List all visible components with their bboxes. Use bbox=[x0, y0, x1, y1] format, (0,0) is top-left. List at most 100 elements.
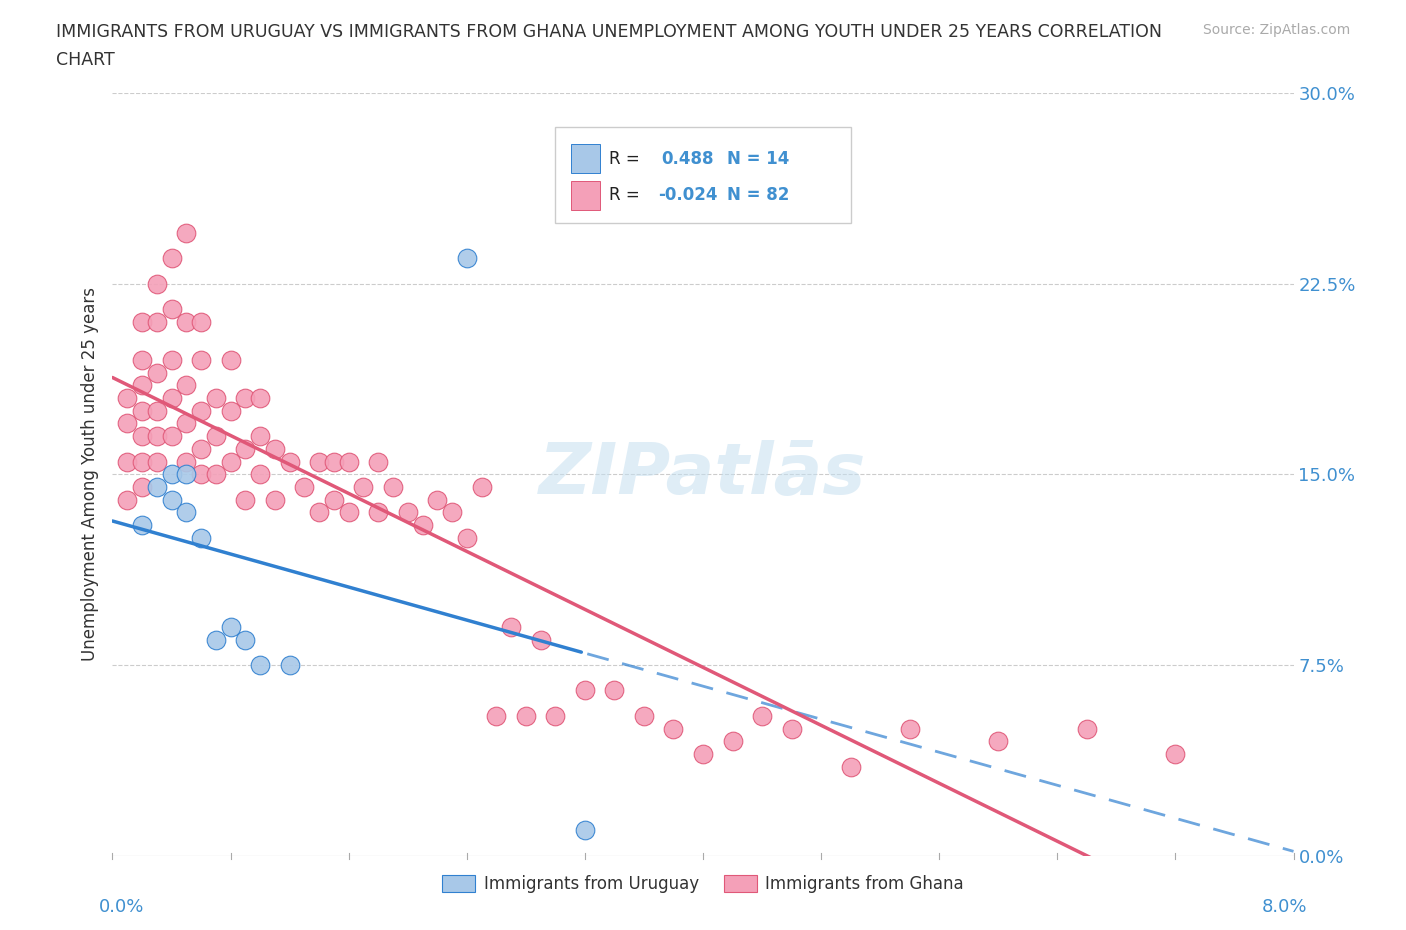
Point bbox=[160, 251, 183, 266]
Text: R =: R = bbox=[609, 186, 640, 205]
Point bbox=[308, 454, 330, 469]
Point bbox=[692, 747, 714, 762]
Point bbox=[471, 480, 494, 495]
Point bbox=[190, 467, 212, 482]
Point bbox=[131, 518, 153, 533]
Point bbox=[190, 442, 212, 457]
Point bbox=[544, 709, 567, 724]
Point bbox=[249, 391, 271, 405]
Point bbox=[264, 442, 287, 457]
Point bbox=[174, 314, 197, 329]
Point bbox=[233, 391, 256, 405]
Text: N = 14: N = 14 bbox=[727, 150, 789, 167]
Text: IMMIGRANTS FROM URUGUAY VS IMMIGRANTS FROM GHANA UNEMPLOYMENT AMONG YOUTH UNDER : IMMIGRANTS FROM URUGUAY VS IMMIGRANTS FR… bbox=[56, 23, 1163, 41]
Point bbox=[501, 619, 523, 634]
Point bbox=[160, 492, 183, 507]
Point bbox=[174, 416, 197, 431]
Point bbox=[839, 759, 862, 774]
Point bbox=[146, 314, 169, 329]
Point bbox=[146, 365, 169, 380]
Point bbox=[396, 505, 419, 520]
Point bbox=[382, 480, 405, 495]
Point bbox=[367, 454, 389, 469]
Point bbox=[780, 721, 803, 736]
Point bbox=[456, 530, 478, 545]
Point bbox=[529, 632, 551, 647]
Point bbox=[441, 505, 464, 520]
Text: 8.0%: 8.0% bbox=[1263, 897, 1308, 916]
Point bbox=[233, 492, 256, 507]
Point bbox=[292, 480, 315, 495]
Point bbox=[190, 530, 212, 545]
Point bbox=[987, 734, 1010, 749]
Point bbox=[131, 352, 153, 367]
Point bbox=[174, 378, 197, 392]
Point bbox=[131, 378, 153, 392]
Point bbox=[146, 404, 169, 418]
Point bbox=[174, 225, 197, 240]
Point bbox=[337, 454, 360, 469]
Point bbox=[574, 683, 596, 698]
FancyBboxPatch shape bbox=[555, 127, 851, 222]
Point bbox=[117, 391, 138, 405]
Point bbox=[219, 352, 242, 367]
Point bbox=[1164, 747, 1187, 762]
Text: ZIPatlās: ZIPatlās bbox=[540, 440, 866, 509]
Text: 0.488: 0.488 bbox=[662, 150, 714, 167]
Point bbox=[160, 352, 183, 367]
Point bbox=[233, 632, 256, 647]
Text: Source: ZipAtlas.com: Source: ZipAtlas.com bbox=[1202, 23, 1350, 37]
Point bbox=[662, 721, 685, 736]
Text: N = 82: N = 82 bbox=[727, 186, 789, 205]
Point bbox=[174, 467, 197, 482]
Point bbox=[160, 467, 183, 482]
Point bbox=[1076, 721, 1098, 736]
Y-axis label: Unemployment Among Youth under 25 years: Unemployment Among Youth under 25 years bbox=[80, 287, 98, 661]
Point bbox=[190, 404, 212, 418]
Point bbox=[131, 454, 153, 469]
Point bbox=[146, 276, 169, 291]
Point bbox=[174, 505, 197, 520]
Point bbox=[219, 404, 242, 418]
Point bbox=[249, 658, 271, 672]
Point bbox=[352, 480, 374, 495]
Point bbox=[146, 429, 169, 444]
Point bbox=[117, 454, 138, 469]
Point bbox=[146, 480, 169, 495]
Point bbox=[426, 492, 449, 507]
Point bbox=[131, 429, 153, 444]
FancyBboxPatch shape bbox=[571, 144, 600, 173]
Point bbox=[205, 429, 228, 444]
FancyBboxPatch shape bbox=[571, 180, 600, 209]
Point bbox=[249, 429, 271, 444]
Point bbox=[278, 658, 301, 672]
Point bbox=[264, 492, 287, 507]
Point bbox=[751, 709, 773, 724]
Point bbox=[515, 709, 537, 724]
Point bbox=[233, 442, 256, 457]
Text: -0.024: -0.024 bbox=[658, 186, 717, 205]
Point bbox=[174, 454, 197, 469]
Point bbox=[131, 314, 153, 329]
Point bbox=[721, 734, 744, 749]
Point bbox=[131, 480, 153, 495]
Point bbox=[485, 709, 508, 724]
Point bbox=[205, 632, 228, 647]
Text: 0.0%: 0.0% bbox=[98, 897, 143, 916]
Point bbox=[898, 721, 921, 736]
Point bbox=[205, 391, 228, 405]
Point bbox=[323, 454, 346, 469]
Point bbox=[146, 454, 169, 469]
Point bbox=[160, 301, 183, 316]
Point bbox=[456, 251, 478, 266]
Point bbox=[117, 416, 138, 431]
Point bbox=[205, 467, 228, 482]
Point bbox=[219, 619, 242, 634]
Point bbox=[308, 505, 330, 520]
Point bbox=[219, 454, 242, 469]
Point bbox=[574, 823, 596, 838]
Point bbox=[160, 429, 183, 444]
Point bbox=[131, 404, 153, 418]
Point bbox=[412, 518, 434, 533]
Point bbox=[367, 505, 389, 520]
